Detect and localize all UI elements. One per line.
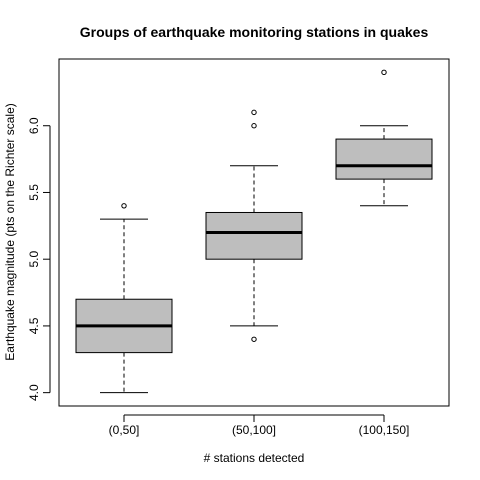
outlier-point — [121, 203, 127, 209]
x-tick-label: (50,100] — [232, 423, 276, 437]
plot-frame — [58, 58, 450, 407]
outlier-point — [251, 123, 257, 129]
x-tick-label: (0,50] — [109, 423, 140, 437]
y-tick-label: 4.5 — [27, 317, 41, 334]
y-tick-label: 5.0 — [27, 251, 41, 268]
iqr-box — [205, 211, 303, 260]
y-tick-label: 4.0 — [27, 384, 41, 401]
y-tick-label: 5.5 — [27, 184, 41, 201]
iqr-box — [335, 138, 433, 180]
outlier-point — [381, 69, 387, 76]
y-axis: 4.0 4.5 5.0 5.5 6.0 — [27, 117, 51, 401]
x-axis-label: # stations detected — [204, 451, 305, 465]
y-axis-label: Earthquake magnitude (pts on the Richter… — [3, 103, 17, 360]
x-tick-label: (100,150] — [359, 423, 410, 437]
y-tick-label: 6.0 — [27, 117, 41, 134]
chart-title: Groups of earthquake monitoring stations… — [80, 24, 429, 40]
boxes-group — [75, 69, 433, 394]
box-3 — [335, 69, 433, 207]
outlier-point — [251, 109, 257, 116]
box-1 — [75, 203, 173, 394]
x-axis: (0,50] (50,100] (100,150] — [109, 414, 410, 437]
outlier-point — [251, 336, 257, 342]
box-2 — [205, 109, 303, 342]
